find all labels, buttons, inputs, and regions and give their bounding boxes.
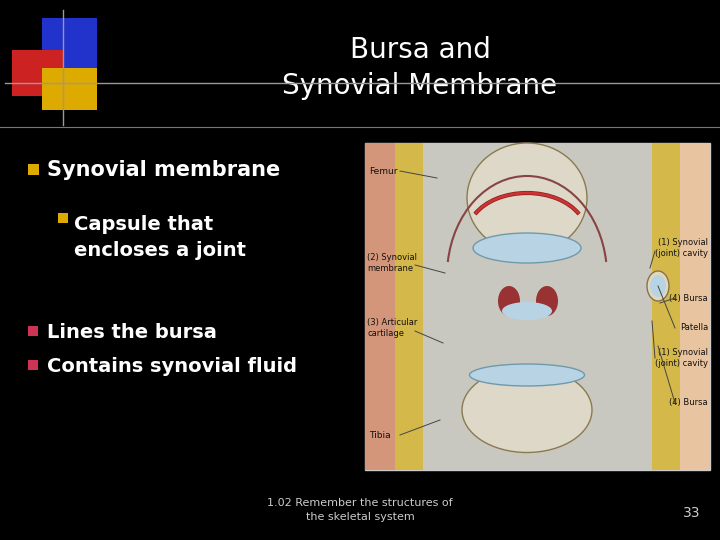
Text: Tibia: Tibia — [369, 430, 391, 440]
Text: (1) Synovial
(joint) cavity: (1) Synovial (joint) cavity — [655, 238, 708, 258]
Text: (2) Synovial
membrane: (2) Synovial membrane — [367, 253, 417, 273]
Ellipse shape — [462, 368, 592, 453]
Bar — [12, 50, 64, 96]
Text: Contains synovial fluid: Contains synovial fluid — [47, 356, 297, 375]
Bar — [652, 143, 680, 470]
Text: (4) Bursa: (4) Bursa — [670, 399, 708, 408]
Bar — [680, 143, 710, 470]
Text: 33: 33 — [683, 506, 700, 520]
Text: Femur: Femur — [369, 166, 397, 176]
Text: Lines the bursa: Lines the bursa — [47, 322, 217, 341]
Ellipse shape — [473, 233, 581, 263]
Bar — [28, 326, 38, 336]
Text: Bursa and
Synovial Membrane: Bursa and Synovial Membrane — [282, 36, 557, 100]
Bar — [423, 143, 652, 470]
Bar — [365, 143, 710, 470]
Bar — [42, 68, 97, 110]
Text: Synovial membrane: Synovial membrane — [47, 160, 280, 180]
Text: 1.02 Remember the structures of
the skeletal system: 1.02 Remember the structures of the skel… — [267, 498, 453, 522]
Text: (1) Synovial
(joint) cavity: (1) Synovial (joint) cavity — [655, 348, 708, 368]
Bar — [28, 164, 39, 175]
Ellipse shape — [502, 302, 552, 320]
Ellipse shape — [498, 286, 520, 316]
Bar — [395, 143, 423, 470]
Bar — [58, 213, 68, 223]
Text: (3) Articular
cartilage: (3) Articular cartilage — [367, 318, 418, 338]
Bar — [365, 143, 403, 470]
Ellipse shape — [536, 286, 558, 316]
Bar — [28, 360, 38, 370]
Ellipse shape — [650, 275, 666, 297]
Ellipse shape — [647, 271, 669, 301]
Text: Capsule that
encloses a joint: Capsule that encloses a joint — [74, 215, 246, 260]
Ellipse shape — [469, 364, 585, 386]
Bar — [42, 18, 97, 70]
Text: (4) Bursa: (4) Bursa — [670, 294, 708, 302]
Text: Patella: Patella — [680, 323, 708, 333]
Ellipse shape — [467, 143, 587, 253]
